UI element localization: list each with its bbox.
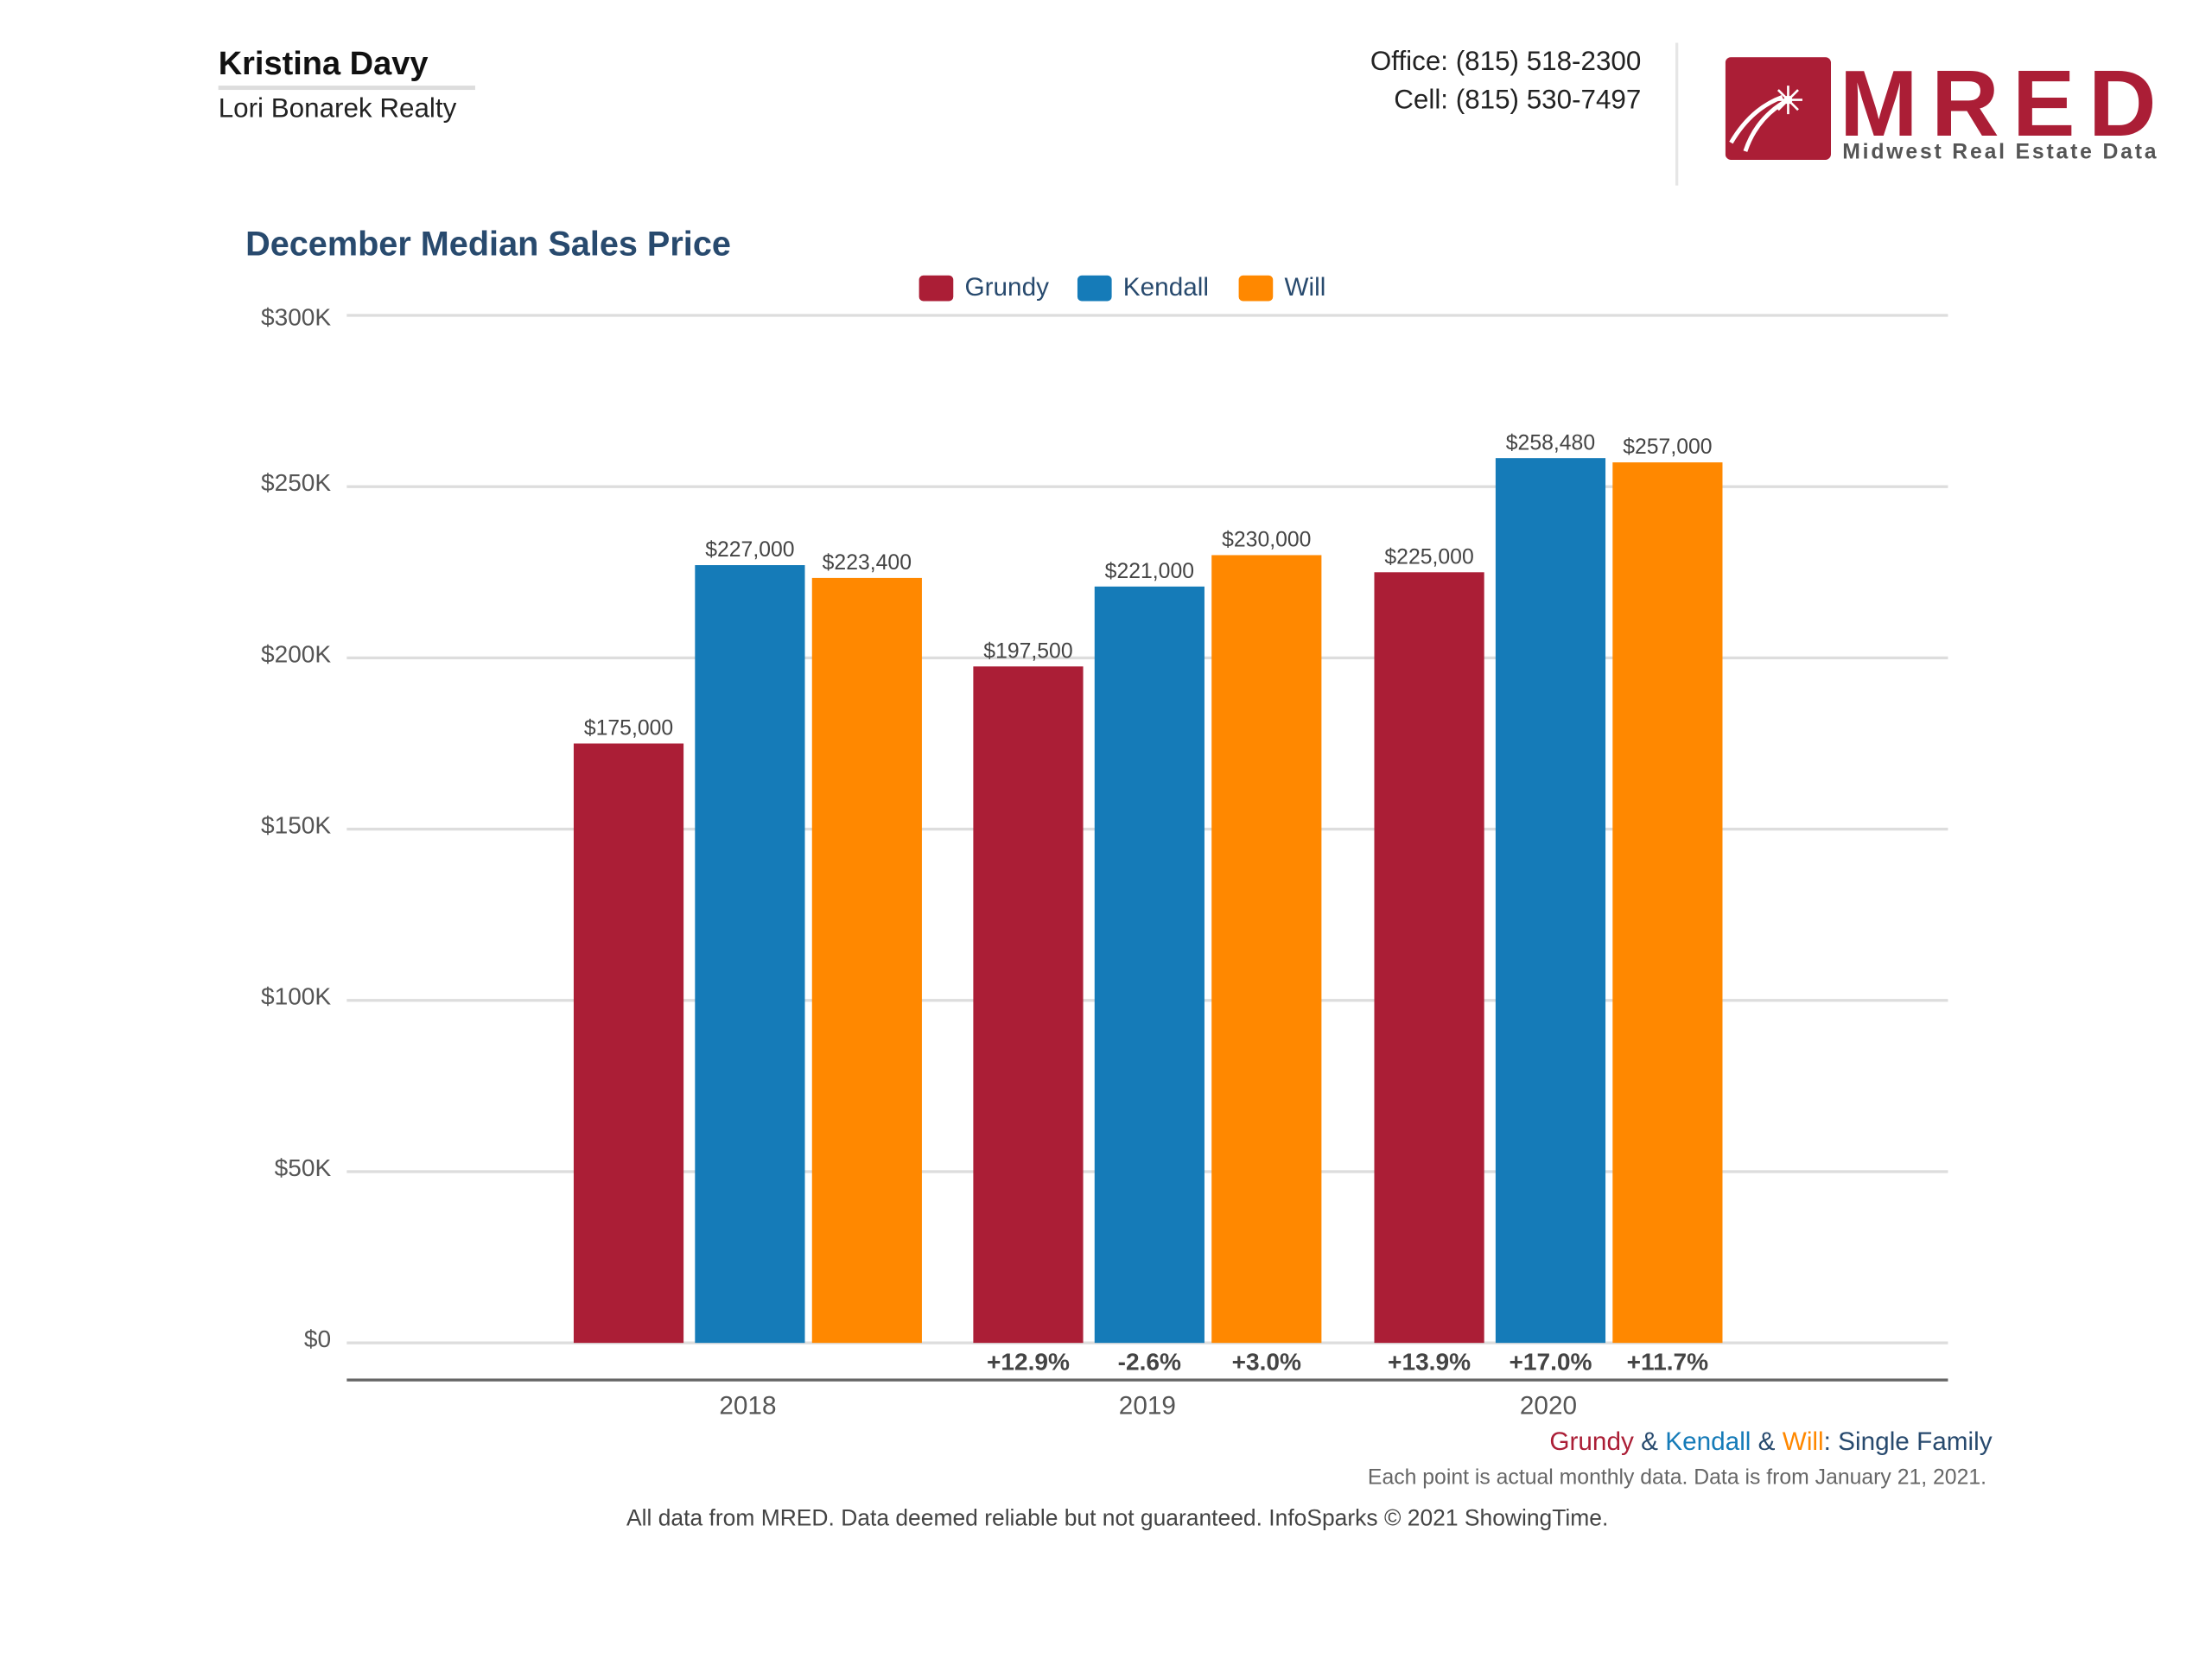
change-label: -2.6% <box>1117 1348 1182 1376</box>
legend-swatch <box>1077 274 1112 301</box>
svg-text:MRED: MRED <box>1840 57 2157 156</box>
divider <box>1675 42 1679 186</box>
gridline <box>346 485 1948 488</box>
y-tick-label: $150K <box>260 811 332 840</box>
x-tick-label: 2018 <box>719 1391 777 1421</box>
change-label: +12.9% <box>986 1348 1070 1376</box>
note-suffix: : Single Family <box>1823 1427 1993 1456</box>
bar-kendall-2020 <box>1495 457 1606 1344</box>
y-tick-label: $250K <box>260 469 332 497</box>
footer: All data from MRED. Data deemed reliable… <box>626 1507 1609 1532</box>
gridline <box>346 1341 1948 1344</box>
y-tick-label: $300K <box>260 303 332 332</box>
data-label: $257,000 <box>1623 435 1713 461</box>
x-axis-line <box>346 1378 1948 1382</box>
data-label: $258,480 <box>1505 430 1596 455</box>
legend-item-will: Will <box>1238 272 1326 302</box>
legend-swatch <box>918 274 954 301</box>
note-will: Will <box>1782 1427 1824 1456</box>
bar-will-2020 <box>1612 462 1723 1344</box>
chart-title: December Median Sales Price <box>245 225 731 264</box>
legend-swatch <box>1238 274 1274 301</box>
y-tick-label: $100K <box>260 982 332 1011</box>
agent-name: Kristina Davy <box>218 44 429 82</box>
y-tick-label: $0 <box>303 1325 332 1353</box>
note-grundy: Grundy <box>1549 1427 1634 1456</box>
bar-kendall-2018 <box>695 565 805 1344</box>
x-tick-label: 2019 <box>1118 1391 1176 1421</box>
bar-grundy-2018 <box>573 743 684 1344</box>
y-tick-label: $50K <box>274 1154 332 1182</box>
data-note: Each point is actual monthly data. Data … <box>1367 1465 1987 1491</box>
agent-company: Lori Bonarek Realty <box>218 94 457 124</box>
y-tick-label: $200K <box>260 640 332 668</box>
note-amp: & <box>1751 1427 1783 1456</box>
mred-logo: MRED Midwest Real Estate Data <box>1725 51 2161 164</box>
legend-item-grundy: Grundy <box>918 272 1049 302</box>
legend-item-kendall: Kendall <box>1077 272 1209 302</box>
note-kendall: Kendall <box>1665 1427 1751 1456</box>
svg-text:Midwest Real Estate Data: Midwest Real Estate Data <box>1842 140 2157 163</box>
note-amp: & <box>1633 1427 1666 1456</box>
bar-kendall-2019 <box>1094 586 1205 1344</box>
legend-label: Will <box>1284 272 1326 302</box>
office-phone: Office: (815) 518-2300 <box>1370 47 1642 78</box>
legend-label: Kendall <box>1122 272 1209 302</box>
change-label: +13.9% <box>1388 1348 1471 1376</box>
bar-will-2019 <box>1211 555 1322 1344</box>
legend-label: Grundy <box>964 272 1049 302</box>
data-label: $221,000 <box>1104 558 1195 583</box>
data-label: $230,000 <box>1222 528 1312 553</box>
change-label: +3.0% <box>1231 1348 1302 1376</box>
divider <box>218 86 475 91</box>
x-tick-label: 2020 <box>1519 1391 1578 1421</box>
gridline <box>346 314 1948 317</box>
data-label: $225,000 <box>1384 544 1474 569</box>
change-label: +17.0% <box>1509 1348 1592 1376</box>
data-label: $197,500 <box>983 639 1073 664</box>
series-note: Grundy & Kendall & Will: Single Family <box>1549 1427 1992 1458</box>
data-label: $227,000 <box>705 537 795 563</box>
data-label: $223,400 <box>822 550 912 575</box>
change-label: +11.7% <box>1626 1348 1709 1376</box>
data-label: $175,000 <box>583 716 674 741</box>
cell-phone: Cell: (815) 530-7497 <box>1394 86 1642 116</box>
bar-will-2018 <box>811 577 922 1344</box>
bar-grundy-2019 <box>973 666 1084 1344</box>
bar-grundy-2020 <box>1374 572 1484 1344</box>
